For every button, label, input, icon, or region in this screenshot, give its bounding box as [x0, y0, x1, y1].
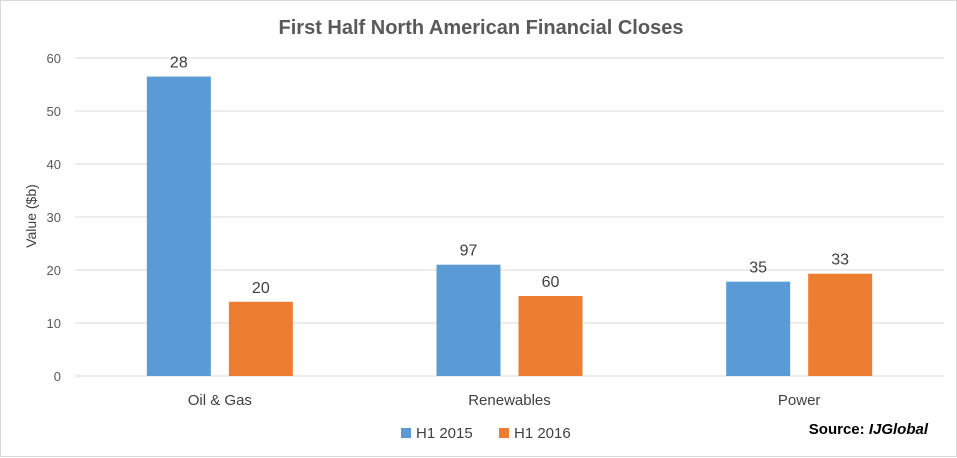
- y-tick-label: 0: [54, 369, 61, 384]
- y-axis-title: Value ($b): [23, 184, 39, 248]
- y-tick-label: 30: [47, 210, 61, 225]
- x-category-label: Oil & Gas: [188, 392, 252, 409]
- y-tick-label: 60: [47, 51, 61, 66]
- data-label: 60: [542, 274, 560, 291]
- data-labels: 28 20 97 60 35 33: [170, 55, 849, 297]
- y-tick-label: 50: [47, 104, 61, 119]
- source-note: Source: IJGlobal: [809, 421, 929, 438]
- x-axis-categories: Oil & Gas Renewables Power: [188, 392, 821, 409]
- data-label: 28: [170, 55, 188, 72]
- source-prefix: Source:: [809, 421, 869, 438]
- legend-swatch: [499, 428, 509, 438]
- bars: [146, 76, 873, 377]
- source-name: IJGlobal: [869, 421, 929, 438]
- legend: H1 2015 H1 2016: [401, 425, 571, 442]
- bar: [808, 273, 873, 376]
- gridlines: [75, 57, 944, 377]
- bar: [518, 295, 583, 376]
- y-tick-label: 10: [47, 316, 61, 331]
- legend-swatch: [401, 428, 411, 438]
- bar: [228, 301, 293, 376]
- x-category-label: Renewables: [468, 392, 551, 409]
- bar: [146, 76, 211, 377]
- y-axis-ticks: 0 10 20 30 40 50 60: [47, 51, 61, 384]
- y-tick-label: 20: [47, 263, 61, 278]
- chart-title: First Half North American Financial Clos…: [279, 17, 684, 39]
- data-label: 97: [460, 243, 478, 260]
- legend-label: H1 2015: [416, 425, 473, 442]
- legend-label: H1 2016: [514, 425, 571, 442]
- data-label: 35: [749, 260, 767, 277]
- data-label: 33: [831, 252, 849, 269]
- data-label: 20: [252, 280, 270, 297]
- y-tick-label: 40: [47, 157, 61, 172]
- bar: [726, 281, 791, 376]
- x-category-label: Power: [778, 392, 821, 409]
- bar: [436, 264, 501, 376]
